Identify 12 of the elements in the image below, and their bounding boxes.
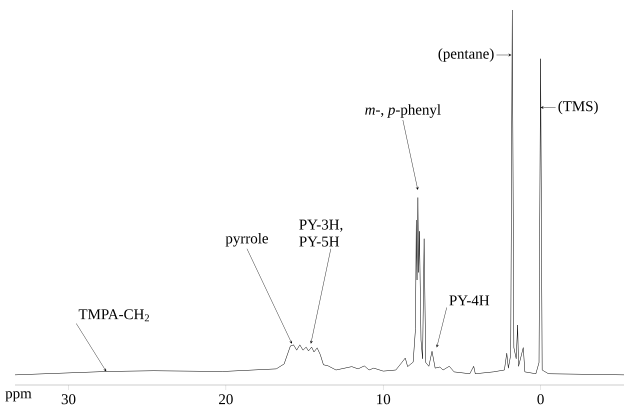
annotation: PY-3H, PY-5H [299,220,342,247]
annotation: (pentane) [438,48,494,62]
annotation: m-, p-phenyl [365,104,441,118]
annotation: pyrrole [226,232,268,247]
annotation: (TMS) [558,100,598,114]
annotation: PY-4H [449,295,490,306]
annotation: TMPA-CH$_{2}$ [78,309,150,322]
x-tick-label: 20 [219,394,233,404]
x-tick-label: 30 [62,394,76,404]
x-axis-title: ppm [5,391,32,402]
x-tick-label: 10 [377,394,390,404]
x-tick-label: 0 [537,394,544,404]
